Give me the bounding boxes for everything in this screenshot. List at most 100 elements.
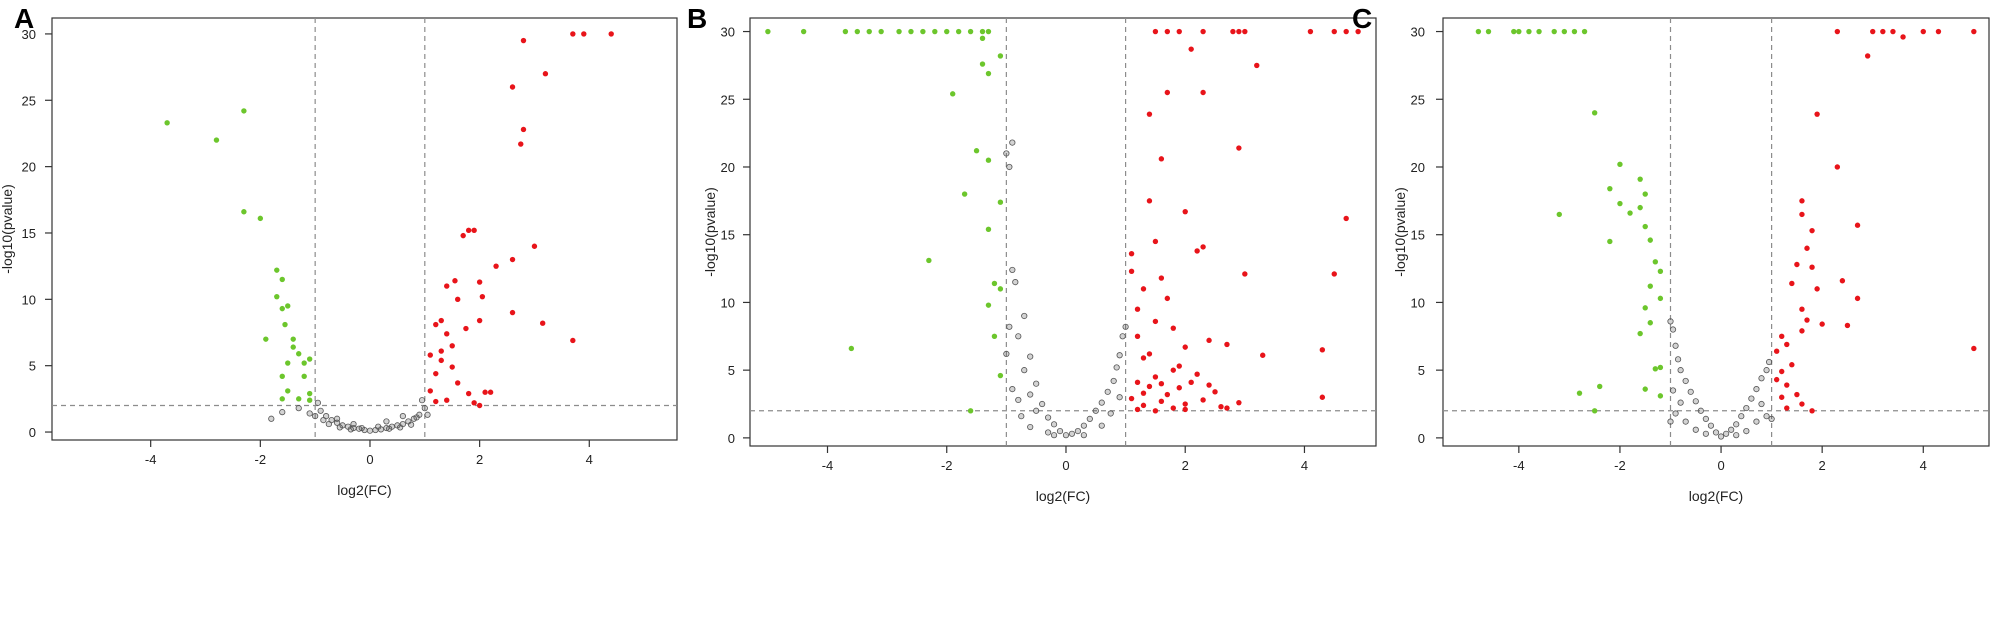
data-point [1642,305,1648,311]
data-point [1809,264,1815,270]
data-point [213,137,220,143]
volcano-panel-b: B -4 -2 0 2 4 0 5 10 15 20 25 30 log2(FC) -log10(pvalu… [687,3,1377,504]
data-point [1804,245,1810,251]
data-point [1758,375,1765,382]
data-point [1814,286,1820,292]
data-point [279,373,285,380]
data-point [1152,318,1159,325]
y-tick-label: 0 [728,431,735,446]
y-tick-label: 5 [1418,363,1425,378]
data-point [1200,244,1206,250]
plot-frame [51,17,678,441]
data-point [1176,385,1182,391]
x-tick-label: 0 [1062,458,1069,473]
data-point [854,28,861,35]
data-point [1307,28,1314,35]
data-point [1657,268,1664,274]
data-point [1027,353,1034,360]
data-point [1164,89,1171,96]
data-point [1158,398,1165,405]
data-point [1819,321,1825,327]
data-point [1343,215,1349,222]
data-point [1018,413,1025,420]
data-point [1355,28,1361,35]
data-point [433,398,439,405]
data-point [358,424,365,432]
data-point [438,317,444,324]
data-point [1122,323,1129,330]
data-point [421,405,428,412]
point-series [1475,28,1664,414]
data-point [1743,428,1750,435]
data-point [531,243,538,249]
data-point [449,364,455,370]
data-point [1561,28,1568,35]
data-point [386,425,393,432]
data-point [279,396,285,402]
data-point [800,28,807,35]
data-point [1182,401,1188,407]
data-point [1206,382,1212,388]
x-axis-label: log2(FC) [337,482,391,498]
data-point [1050,432,1058,439]
data-point [418,397,426,404]
data-point [306,397,313,403]
data-point [452,278,458,284]
data-point [471,400,477,406]
data-point [366,427,374,434]
data-point [955,28,962,35]
data-point [1224,341,1230,348]
data-point [1854,295,1861,302]
data-point [1152,238,1159,245]
x-tick-label: 0 [1717,458,1724,473]
data-point [465,390,472,397]
data-point [1146,111,1153,117]
data-point [1652,366,1659,372]
data-point [1814,111,1820,117]
data-point [290,336,296,342]
data-point [1642,191,1648,197]
data-point [301,360,307,366]
data-point [1200,89,1206,96]
data-point [1900,34,1906,40]
data-point [263,336,269,342]
data-point [1009,386,1016,393]
data-point [347,426,354,433]
data-point [1140,390,1147,396]
data-point [1146,198,1153,204]
data-point [1116,352,1123,359]
data-point [1617,200,1623,207]
y-tick-label: 25 [1411,92,1425,107]
data-point [1870,28,1876,35]
point-series [1773,28,1977,414]
data-point [1006,163,1013,171]
data-point [1971,28,1977,35]
data-point [1773,376,1780,383]
data-point [1080,422,1087,429]
data-point [1074,428,1082,435]
data-point [306,356,313,362]
y-tick-label: 10 [22,292,36,307]
point-series [1003,139,1129,439]
data-point [570,337,576,344]
data-point [539,320,546,326]
data-point [1935,28,1942,35]
data-point [427,388,433,394]
data-point [1194,248,1200,254]
data-point [1236,145,1242,151]
data-point [1206,337,1212,344]
data-point [1748,395,1755,402]
x-tick-label: -4 [1513,458,1525,473]
y-tick-label: 5 [728,363,735,378]
data-point [967,408,974,414]
data-point [295,405,302,412]
data-point [306,390,313,397]
data-point [1224,405,1230,411]
x-tick-label: 2 [1182,458,1189,473]
y-tick-label: 25 [22,93,36,108]
data-point [1158,380,1165,387]
data-point [1170,367,1176,373]
data-point [1971,345,1977,352]
data-point [1044,414,1052,421]
data-point [997,199,1004,205]
